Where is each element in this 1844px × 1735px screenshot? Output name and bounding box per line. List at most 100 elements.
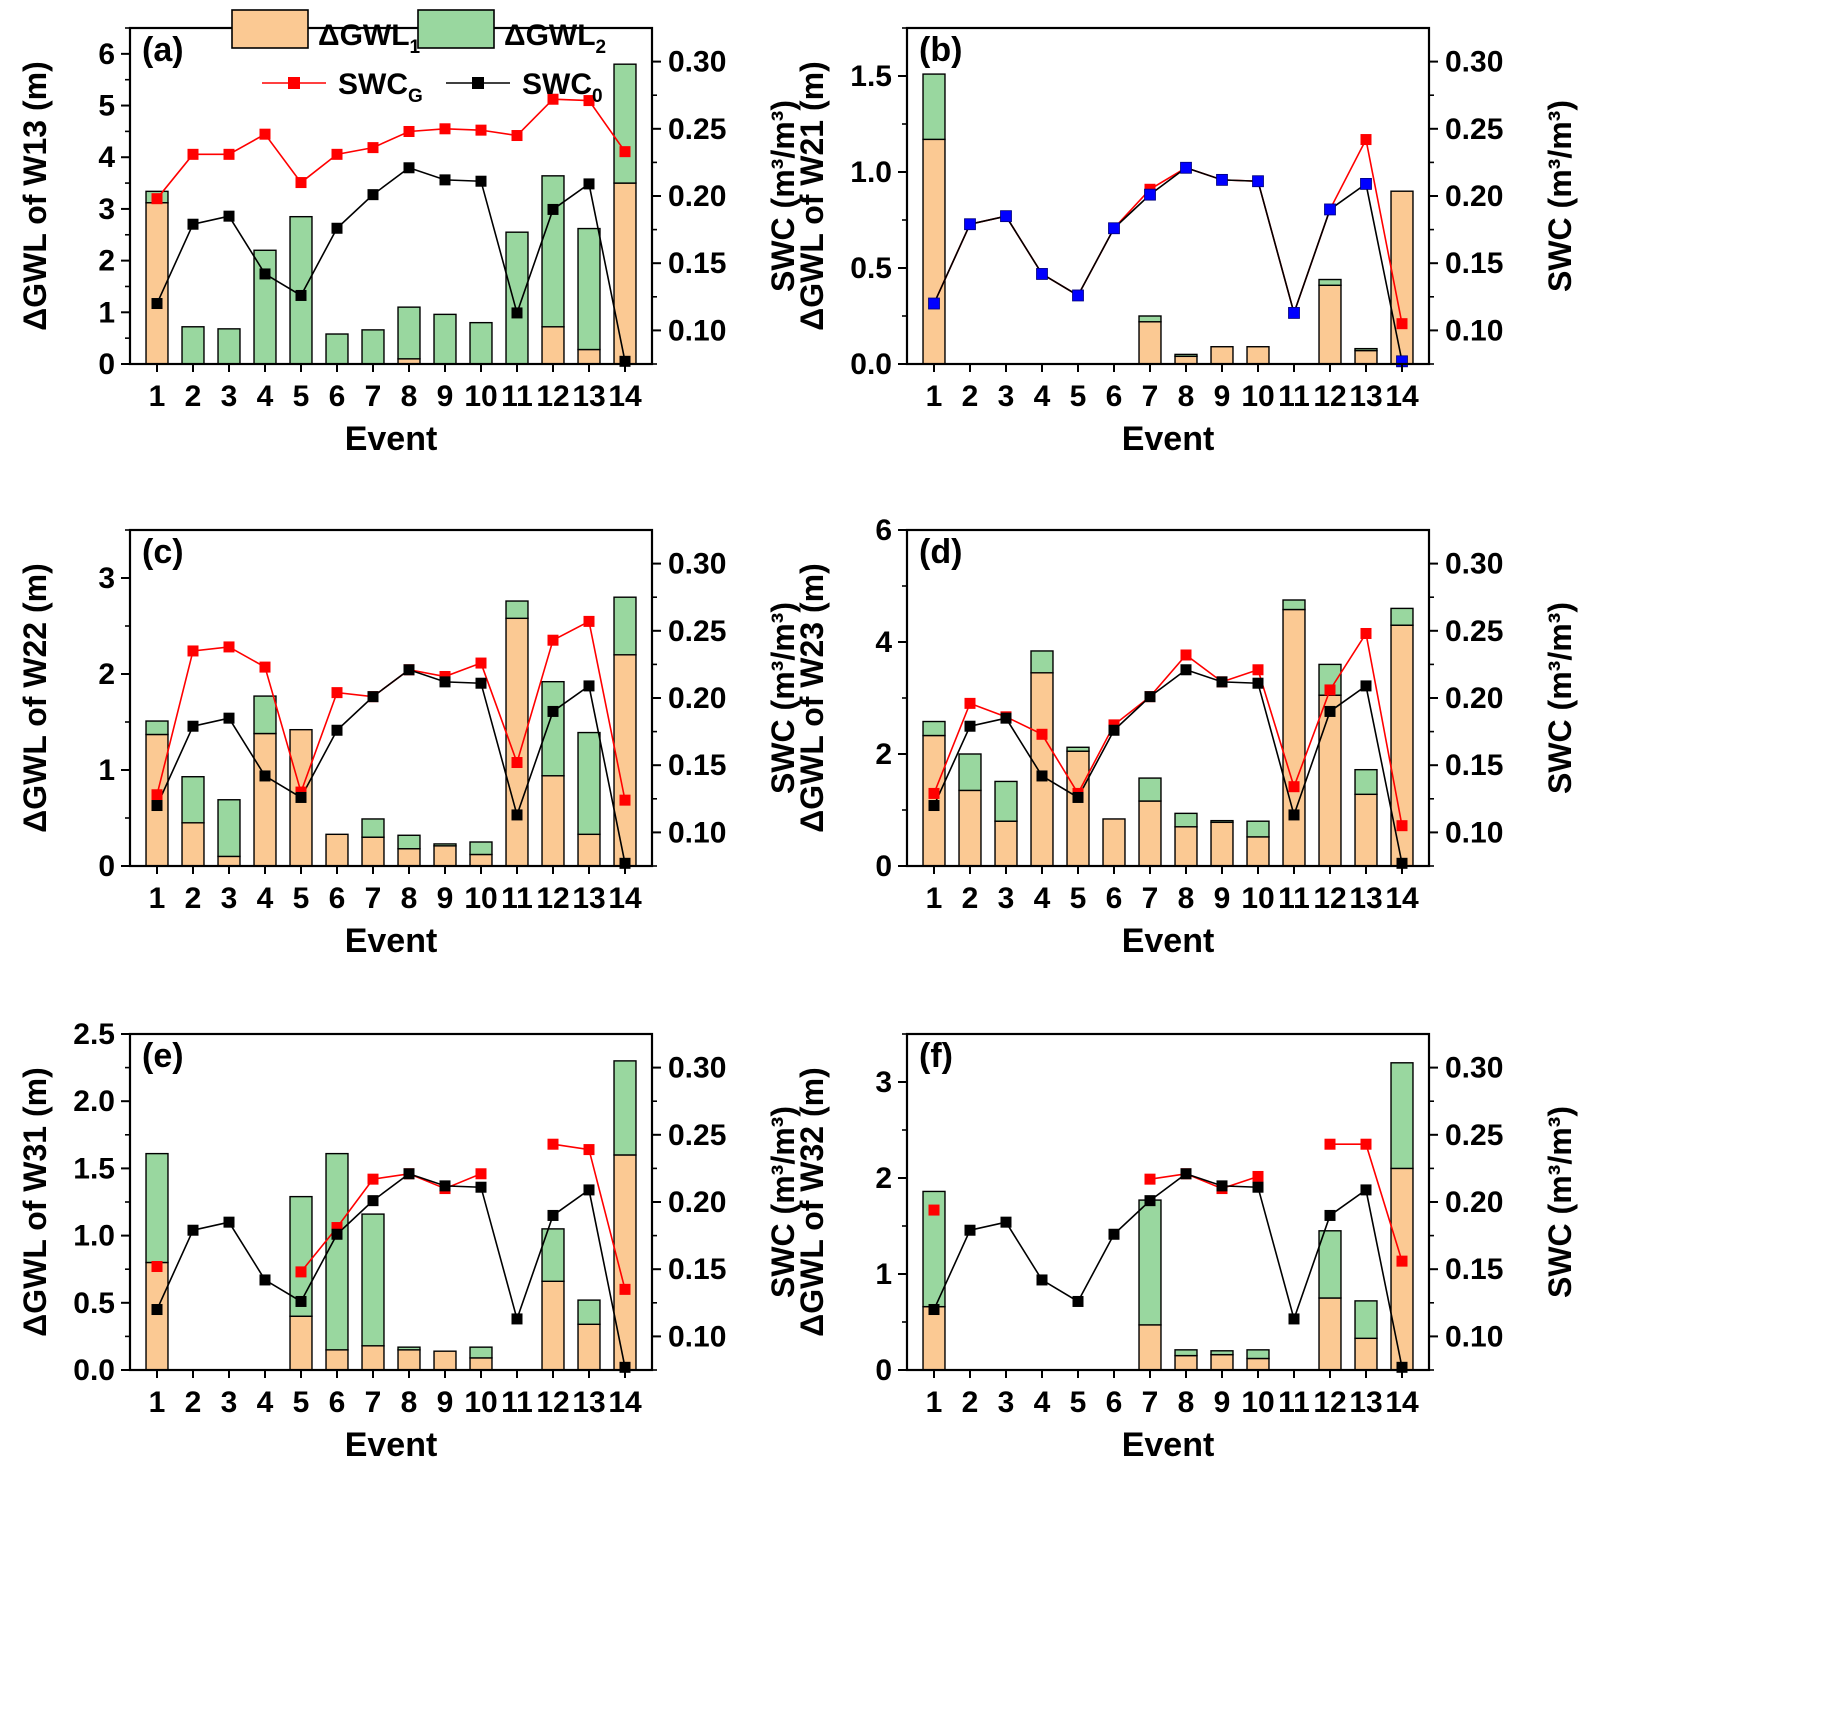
- x-tick-label: 11: [1278, 882, 1310, 915]
- bar-gwl2: [1246, 820, 1270, 838]
- y2-tick-label: 0.15: [668, 247, 726, 280]
- y2-tick-label: 0.25: [1445, 1119, 1503, 1152]
- y-tick-label: 2: [98, 658, 115, 691]
- y-axis-label: ΔGWL of W32 (m): [794, 1067, 830, 1337]
- marker-swcg: [1288, 781, 1300, 793]
- marker-swcg: [928, 787, 940, 799]
- bar-gwl2: [1030, 650, 1054, 674]
- bar-gwl2: [1210, 1350, 1234, 1356]
- panel-b: 1 2 3 4 5 6 7 8 9 10 11 12 13 140.00.51.01.50.100.150…: [794, 26, 1578, 458]
- x-tick-label: 7: [365, 1386, 382, 1419]
- marker-swcg: [964, 697, 976, 709]
- y2-tick-label: 0.30: [1445, 46, 1503, 79]
- y-tick-label: 2: [875, 1162, 892, 1195]
- panel-label: (f): [919, 1037, 953, 1075]
- line-swc0: [933, 166, 1403, 362]
- legend-label-gwl1-sub: 1: [410, 37, 421, 58]
- marker-swc0: [583, 1184, 595, 1196]
- y-tick-label: 4: [98, 141, 115, 174]
- x-tick-label: 3: [998, 1386, 1015, 1419]
- x-tick-label: 5: [1070, 380, 1087, 413]
- x-tick-label: 12: [1313, 1386, 1346, 1419]
- bar-gwl1: [1318, 694, 1342, 867]
- plot-frame: [128, 528, 654, 868]
- y2-tick-label: 0.20: [1445, 180, 1503, 213]
- x-tick-label: 10: [1241, 1386, 1274, 1419]
- y2-tick-label: 0.10: [1445, 816, 1503, 849]
- y-tick-label: 0: [98, 850, 115, 883]
- bar-gwl1: [289, 1315, 313, 1371]
- marker-swc0: [259, 770, 271, 782]
- marker-swc0: [1108, 1228, 1120, 1240]
- legend-label-swc0-main: SWC: [522, 68, 592, 101]
- marker-swc0: [1216, 173, 1228, 186]
- bar-gwl2: [1318, 1230, 1342, 1299]
- x-tick-label: 5: [293, 882, 310, 915]
- marker-swc0: [1000, 712, 1012, 724]
- line-swcg: [156, 98, 626, 200]
- marker-swcg: [367, 142, 379, 154]
- bar-gwl1: [613, 182, 637, 365]
- marker-swc0: [547, 203, 559, 215]
- y2-tick-label: 0.30: [1445, 548, 1503, 581]
- bar-gwl2: [145, 720, 169, 736]
- marker-swc0: [1036, 1274, 1048, 1286]
- x-tick-label: 4: [1034, 1386, 1051, 1419]
- bar-gwl2: [1390, 1062, 1414, 1170]
- x-axis-label: Event: [1122, 922, 1215, 960]
- bar-gwl1: [1210, 1353, 1234, 1371]
- marker-swc0: [475, 175, 487, 187]
- marker-swcg: [583, 615, 595, 627]
- bar-gwl1: [397, 848, 421, 867]
- y2-tick-label: 0.25: [1445, 113, 1503, 146]
- marker-swc0: [1072, 791, 1084, 803]
- bar-gwl1: [1174, 826, 1198, 867]
- marker-swc0: [223, 1216, 235, 1228]
- marker-swc0: [187, 1224, 199, 1236]
- marker-swcg: [259, 661, 271, 673]
- bar-gwl2: [433, 843, 457, 847]
- y2-tick-label: 0.20: [1445, 682, 1503, 715]
- bar-gwl2: [541, 680, 565, 777]
- marker-swcg: [295, 177, 307, 189]
- panel-e: 1 2 3 4 5 6 7 8 9 10 11 12 13 140.00.51.01.52.02.50.1…: [17, 1018, 801, 1464]
- bar-gwl2: [505, 600, 529, 620]
- bar-gwl1: [325, 1349, 349, 1371]
- bar-gwl1: [541, 1280, 565, 1371]
- bar-gwl2: [469, 321, 493, 365]
- x-tick-label: 11: [501, 1386, 533, 1419]
- bar-gwl2: [541, 1228, 565, 1282]
- x-tick-label: 4: [257, 882, 274, 915]
- bar-gwl1: [325, 833, 349, 867]
- y-tick-label: 0: [875, 850, 892, 883]
- marker-swc0: [619, 355, 631, 367]
- bar-gwl1: [1282, 608, 1306, 867]
- x-tick-label: 2: [185, 380, 202, 413]
- bar-gwl1: [1138, 1324, 1162, 1371]
- marker-swc0: [1360, 178, 1372, 190]
- y2-axis-label: SWC (m³/m³): [765, 602, 801, 794]
- plot-frame: [128, 1032, 654, 1372]
- marker-swc0: [1180, 664, 1192, 676]
- marker-swc0: [928, 297, 940, 310]
- marker-swc0: [1252, 677, 1264, 689]
- bar-gwl2: [613, 1060, 637, 1156]
- y-tick-label: 2: [875, 738, 892, 771]
- y2-axis-label: SWC (m³/m³): [765, 100, 801, 292]
- bar-gwl1: [1174, 355, 1198, 365]
- y-tick-label: 2.5: [73, 1018, 115, 1051]
- marker-swc0: [1216, 676, 1228, 688]
- marker-swc0: [964, 218, 976, 231]
- bar-gwl2: [1174, 812, 1198, 828]
- y-tick-label: 2.0: [73, 1085, 115, 1118]
- bar-gwl2: [361, 1213, 385, 1347]
- y2-axis-label: SWC (m³/m³): [1542, 100, 1578, 292]
- marker-swcg: [187, 645, 199, 657]
- x-tick-label: 12: [536, 882, 569, 915]
- marker-swc0: [259, 1274, 271, 1286]
- marker-swcg: [928, 1204, 940, 1216]
- y2-tick-label: 0.10: [1445, 1320, 1503, 1353]
- y2-tick-label: 0.25: [668, 615, 726, 648]
